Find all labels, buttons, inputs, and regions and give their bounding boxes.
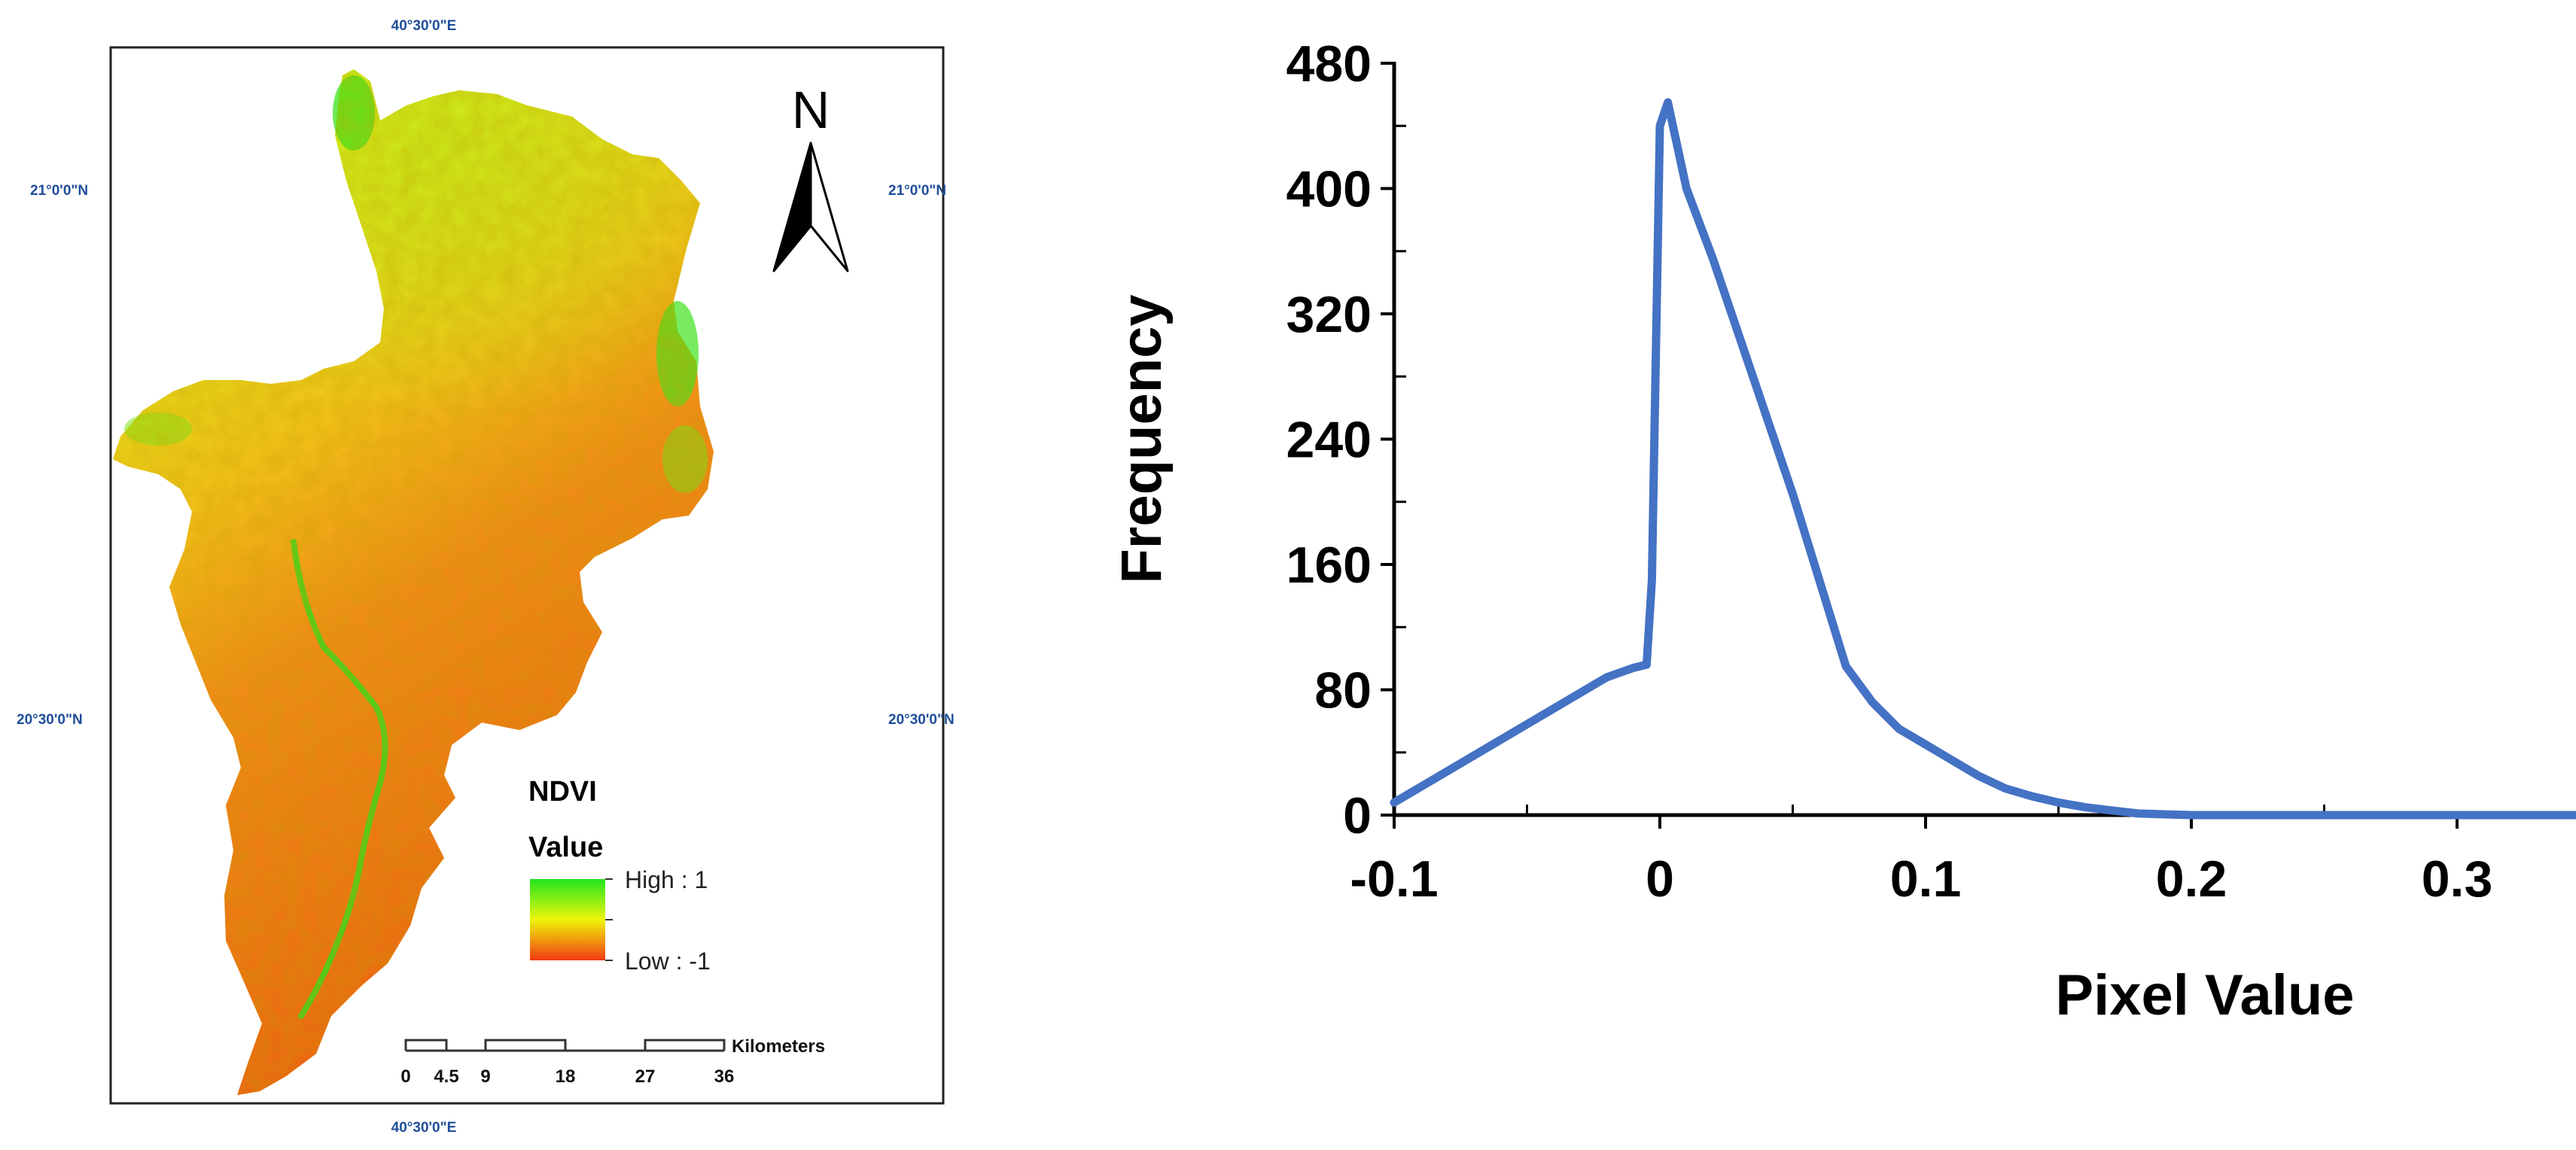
y-tick-label: 240 <box>1286 412 1372 469</box>
north-label: N <box>792 81 830 139</box>
y-tick-label: 0 <box>1343 787 1372 844</box>
watershed-region <box>113 69 714 1095</box>
series-line-frequency <box>1390 98 2576 820</box>
y-tick-label: 480 <box>1286 35 1372 93</box>
x-tick-label: 0.3 <box>2422 850 2493 908</box>
legend-low-label: Low : -1 <box>625 948 711 975</box>
scale-tick-0: 0 <box>400 1066 410 1087</box>
y-tick-label: 400 <box>1286 161 1372 218</box>
scale-tick-5: 36 <box>714 1066 735 1087</box>
ndvi-map-panel: 40°30'0"E 40°30'0"E 21°0'0"N 20°30'0"N 2… <box>0 0 979 1150</box>
legend-color-ramp <box>530 879 605 960</box>
x-tick-label: -0.1 <box>1350 850 1438 908</box>
x-axis-ticks: -0.100.10.20.30.40.5 <box>1350 805 2493 908</box>
legend-high-label: High : 1 <box>625 866 708 893</box>
scale-tick-2: 9 <box>480 1066 490 1087</box>
coord-right-lower: 20°30'0"N <box>888 712 955 728</box>
coord-left-upper: 21°0'0"N <box>30 183 88 199</box>
ndvi-legend: NDVI Value High : 1 Low : -1 <box>528 776 711 975</box>
x-axis-title: Pixel Value <box>2055 963 2354 1027</box>
y-axis-title: Frequency <box>1110 294 1174 583</box>
y-tick-label: 80 <box>1314 662 1372 720</box>
scale-unit: Kilometers <box>732 1036 825 1057</box>
y-tick-label: 320 <box>1286 286 1372 343</box>
x-tick-label: 0.2 <box>2156 850 2227 908</box>
legend-title: NDVI <box>528 776 597 808</box>
coord-top: 40°30'0"E <box>391 18 457 34</box>
coord-right-upper: 21°0'0"N <box>888 183 946 199</box>
coord-bottom: 40°30'0"E <box>391 1120 457 1136</box>
scale-tick-4: 27 <box>635 1066 656 1087</box>
scale-tick-1: 4.5 <box>434 1066 458 1087</box>
x-tick-label: 0 <box>1646 850 1674 908</box>
y-tick-label: 160 <box>1286 537 1372 594</box>
north-arrow-icon: N <box>772 81 849 272</box>
x-tick-label: 0.1 <box>1890 850 1962 908</box>
legend-subtitle: Value <box>528 832 603 863</box>
y-axis-ticks: 0 80 160 240 320 400 480 <box>1286 35 1406 844</box>
ndvi-map: 40°30'0"E 40°30'0"E 21°0'0"N 20°30'0"N 2… <box>17 18 955 1136</box>
coord-left-lower: 20°30'0"N <box>17 712 83 728</box>
scale-tick-3: 18 <box>556 1066 576 1087</box>
scale-bar: Kilometers 0 4.5 9 18 27 36 <box>400 1036 825 1087</box>
